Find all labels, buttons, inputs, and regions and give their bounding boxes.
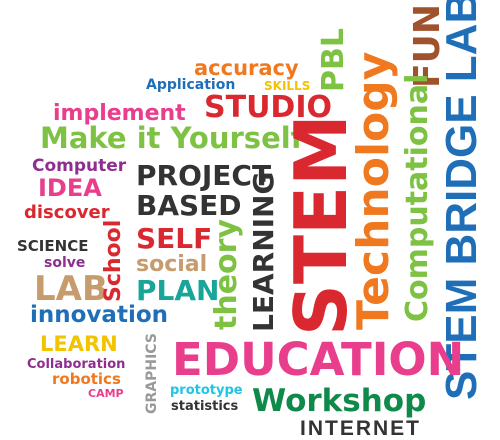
word-learning: LEARNING [247, 171, 280, 332]
word-collaboration: Collaboration [27, 357, 126, 372]
word-pbl: PBL [316, 28, 351, 92]
word-studio: STUDIO [204, 90, 332, 125]
word-theory: theory [209, 218, 244, 330]
word-school: School [101, 219, 126, 302]
word-statistics: statistics [171, 399, 239, 414]
word-education: EDUCATION [172, 333, 465, 386]
word-implement: implement [53, 101, 186, 126]
word-self: SELF [136, 222, 213, 255]
word-idea: IDEA [38, 174, 102, 202]
word-make-it-yourself: Make it Yourself [40, 121, 304, 155]
word-prototype: prototype [170, 383, 243, 398]
word-innovation: innovation [30, 302, 168, 328]
word-skills: SKILLS [264, 79, 311, 93]
word-camp: CAMP [88, 387, 124, 400]
word-discover: discover [24, 202, 110, 223]
word-computational: Computational [400, 73, 435, 322]
word-robotics: robotics [52, 370, 121, 388]
word-graphics: GRAPHICS [144, 333, 160, 414]
word-application: Application [146, 77, 236, 93]
word-plan: PLAN [136, 274, 220, 307]
word-learn: LEARN [40, 332, 118, 356]
word-solve: solve [44, 255, 86, 271]
word-social: social [136, 252, 208, 277]
word-science: SCIENCE [17, 237, 89, 255]
word-workshop: Workshop [252, 383, 427, 419]
word-computer: Computer [32, 156, 127, 176]
word-lab: LAB [34, 269, 108, 309]
word-project: PROJECT [136, 159, 272, 192]
word-based: BASED [136, 189, 242, 222]
word-accuracy: accuracy [194, 56, 299, 80]
word-internet: INTERNET [300, 417, 421, 440]
word-stem: STEM [279, 114, 363, 336]
